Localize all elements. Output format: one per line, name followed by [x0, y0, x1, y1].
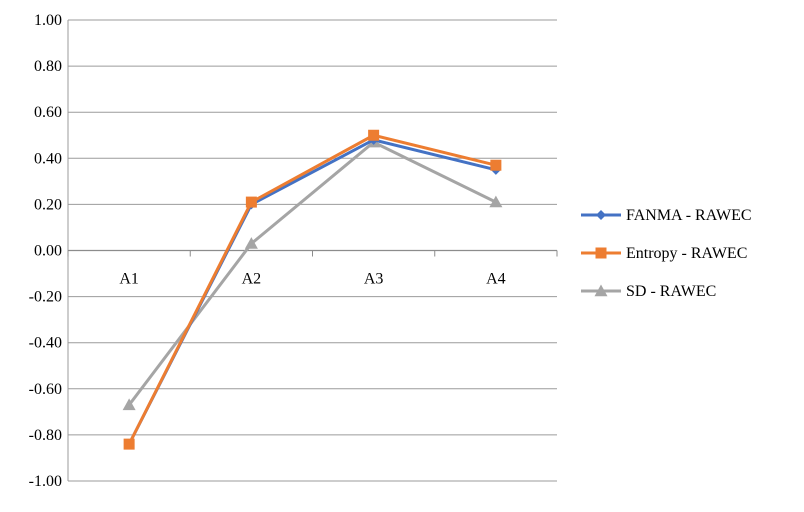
- series-fanma-rawec: [124, 134, 501, 450]
- y-tick-label: -0.80: [29, 427, 62, 444]
- y-tick-label: -0.40: [29, 335, 62, 352]
- series-line: [127, 138, 497, 445]
- data-point-square: [490, 159, 502, 171]
- legend-item: SD - RAWEC: [581, 283, 716, 300]
- data-point-square: [368, 129, 380, 141]
- y-tick-label: 0.60: [34, 104, 62, 121]
- data-point-square: [245, 196, 257, 208]
- legend-label: SD - RAWEC: [626, 283, 716, 300]
- data-point-triangle: [244, 237, 258, 249]
- data-point-triangle: [489, 195, 503, 208]
- y-tick-label: 0.20: [34, 196, 62, 213]
- data-point-triangle: [122, 398, 136, 411]
- legend-item: Entropy - RAWEC: [581, 245, 747, 262]
- y-tick-label: 0.80: [34, 58, 62, 75]
- y-tick-label: -1.00: [29, 473, 62, 490]
- data-point-square: [123, 438, 135, 450]
- series-line: [127, 140, 497, 406]
- y-tick-label: 0.00: [34, 243, 62, 260]
- legend-marker-diamond: [596, 210, 606, 220]
- x-tick-label: A3: [364, 271, 384, 288]
- series-entropy-rawec: [123, 129, 502, 450]
- y-tick-label: -0.20: [29, 289, 62, 306]
- x-tick-label: A1: [119, 271, 139, 288]
- legend-label: Entropy - RAWEC: [626, 245, 747, 262]
- legend-item: FANMA - RAWEC: [581, 207, 752, 224]
- legend-marker-square: [595, 247, 607, 259]
- y-tick-label: 1.00: [34, 12, 62, 29]
- legend: FANMA - RAWEC Entropy - RAWEC SD - RAWEC: [581, 207, 752, 300]
- series-lines: [122, 129, 503, 450]
- x-tick-label: A4: [486, 271, 506, 288]
- legend-marker-triangle: [594, 284, 608, 297]
- axes: 1.00 0.80 0.60 0.40 0.20 0.00 -0.20 -0.40 -0.60 -…: [29, 12, 558, 490]
- series-line: [127, 133, 497, 445]
- x-tick-label: A2: [242, 271, 262, 288]
- y-tick-label: -0.60: [29, 381, 62, 398]
- series-sd-rawec: [122, 135, 503, 411]
- y-tick-label: 0.40: [34, 150, 62, 167]
- legend-label: FANMA - RAWEC: [626, 207, 752, 224]
